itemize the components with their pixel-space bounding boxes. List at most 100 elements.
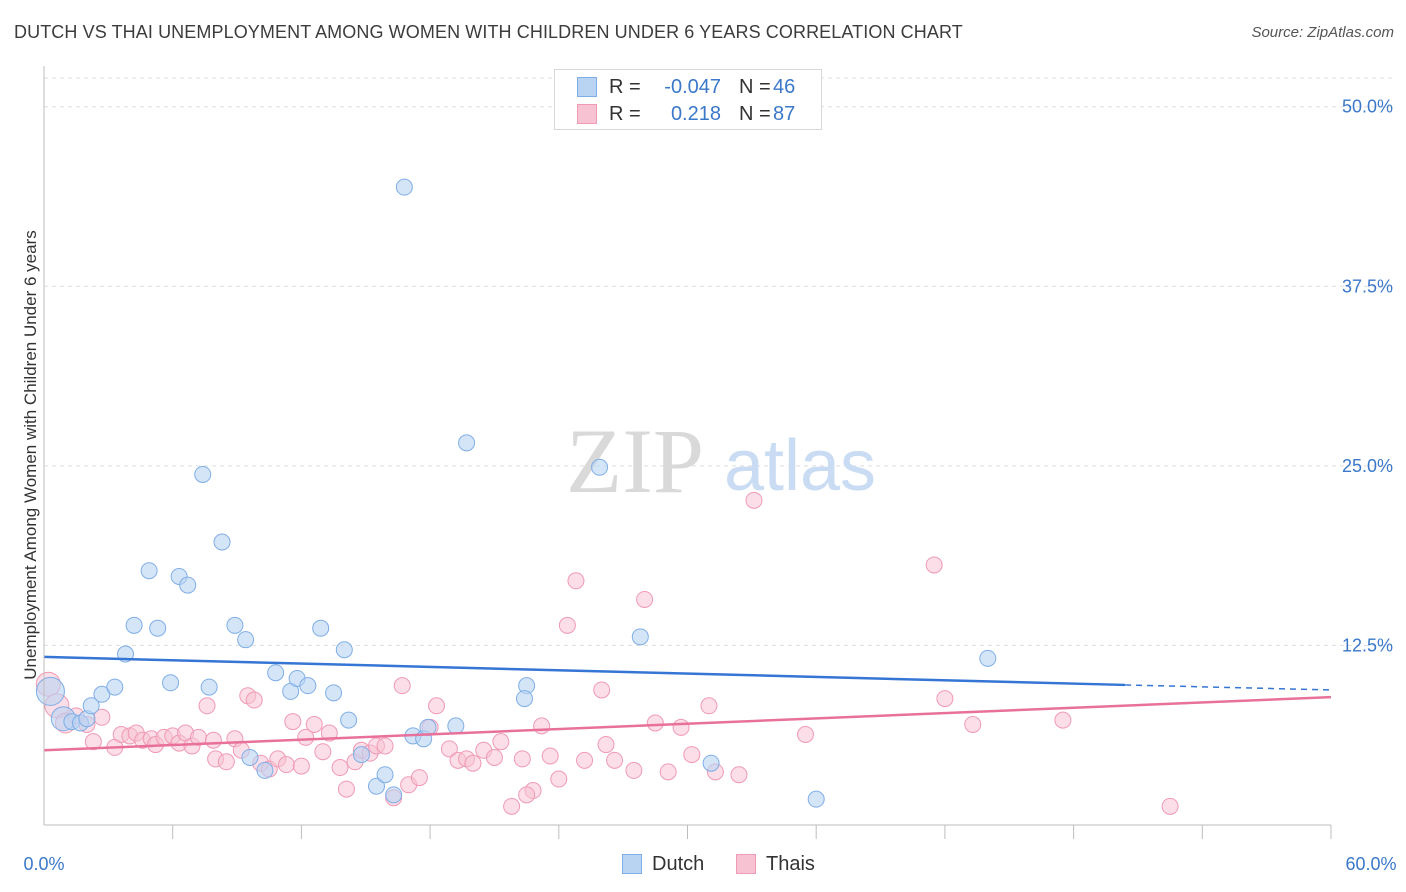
bottom-legend-dutch: Dutch	[622, 851, 704, 877]
thai-point	[518, 786, 536, 804]
thai-point	[936, 690, 954, 708]
thai-point	[745, 491, 763, 509]
dutch-point	[591, 458, 609, 476]
thai-point	[597, 736, 615, 754]
thai-trend-line	[43, 695, 1332, 752]
dutch-series	[35, 178, 997, 808]
thai-point	[533, 717, 551, 735]
thai-point	[337, 780, 355, 798]
thai-point	[84, 733, 102, 751]
x-tick-label: 60.0%	[1345, 854, 1396, 874]
thai-point	[428, 697, 446, 715]
dutch-point	[35, 676, 65, 706]
dutch-trend-extension	[1125, 684, 1332, 691]
thai-point	[796, 725, 814, 743]
thai-series	[35, 491, 1179, 815]
dutch-point	[352, 746, 370, 764]
dutch-point	[299, 677, 317, 695]
legend-r-value: 0.218	[670, 102, 721, 125]
y-tick-label: 25.0%	[1342, 456, 1393, 476]
axes: 12.5% 25.0% 37.5% 50.0% 0.0% 60.0%	[23, 66, 1397, 874]
dutch-point	[149, 619, 167, 637]
thai-point	[550, 770, 568, 788]
y-tick-label: 37.5%	[1342, 276, 1393, 296]
dutch-point	[140, 562, 158, 580]
dutch-point	[82, 697, 100, 715]
dutch-legend-label: Dutch	[652, 852, 705, 875]
thai-point	[485, 748, 503, 766]
dutch-point	[106, 678, 124, 696]
thai-point	[730, 766, 748, 784]
dutch-point	[267, 664, 285, 682]
chart-title: DUTCH VS THAI UNEMPLOYMENT AMONG WOMEN W…	[14, 22, 963, 42]
dutch-point	[93, 685, 111, 703]
dutch-point	[807, 790, 825, 808]
thai-point	[314, 743, 332, 761]
thai-point	[305, 715, 323, 733]
legend-n-value: 87	[773, 102, 796, 125]
legend-n-value: 46	[773, 75, 796, 98]
dutch-point	[194, 465, 212, 483]
dutch-point	[213, 533, 231, 551]
x-tick-label: 0.0%	[23, 854, 64, 874]
dutch-point	[376, 766, 394, 784]
thai-point	[320, 724, 338, 742]
legend-row-dutch: R = -0.047 N = 46	[577, 75, 795, 99]
thai-point	[1161, 797, 1179, 815]
dutch-trend-line	[43, 655, 1126, 687]
dutch-point	[419, 718, 437, 736]
dutch-point	[395, 178, 413, 196]
dutch-point	[125, 616, 143, 634]
thai-point	[376, 737, 394, 755]
source-label: Source: ZipAtlas.com	[1251, 24, 1394, 41]
thai-point	[593, 681, 611, 699]
thai-point	[646, 714, 664, 732]
dutch-point	[385, 786, 403, 804]
dutch-swatch-icon	[577, 77, 597, 97]
dutch-point	[241, 748, 259, 766]
trend-lines	[43, 655, 1332, 752]
dutch-point	[162, 674, 180, 692]
thai-point	[659, 763, 677, 781]
thai-point	[700, 697, 718, 715]
dutch-point	[702, 754, 720, 772]
legend-n-label: N =	[739, 102, 771, 125]
watermark-atlas: atlas	[724, 426, 876, 506]
thai-point	[503, 797, 521, 815]
dutch-point	[200, 678, 218, 696]
thai-point	[576, 751, 594, 769]
thai-point	[284, 713, 302, 731]
dutch-point	[340, 711, 358, 729]
thai-point	[297, 728, 315, 746]
thai-legend-icon	[736, 854, 756, 874]
thai-point	[393, 677, 411, 695]
dutch-point	[256, 761, 274, 779]
dutch-point	[367, 777, 385, 795]
thai-point	[198, 697, 216, 715]
thai-point	[440, 740, 458, 758]
thai-point	[245, 691, 263, 709]
thai-point	[492, 733, 510, 751]
thai-legend-label: Thais	[766, 852, 815, 875]
thai-point	[464, 754, 482, 772]
thai-point	[964, 715, 982, 733]
thai-point	[292, 757, 310, 775]
thai-point	[606, 751, 624, 769]
thai-point	[204, 731, 222, 749]
thai-point	[410, 769, 428, 787]
watermark-zip: ZIP	[566, 410, 704, 512]
y-tick-label: 50.0%	[1342, 97, 1393, 117]
thai-swatch-icon	[577, 104, 597, 124]
legend-r-value: -0.047	[664, 75, 721, 98]
thai-point	[558, 616, 576, 634]
dutch-point	[325, 684, 343, 702]
thai-point	[636, 590, 654, 608]
dutch-point	[458, 434, 476, 452]
thai-point	[625, 761, 643, 779]
legend-r-label: R =	[609, 75, 641, 98]
dutch-point	[979, 649, 997, 667]
thai-point	[567, 572, 585, 590]
thai-point	[683, 746, 701, 764]
thai-point	[541, 747, 559, 765]
